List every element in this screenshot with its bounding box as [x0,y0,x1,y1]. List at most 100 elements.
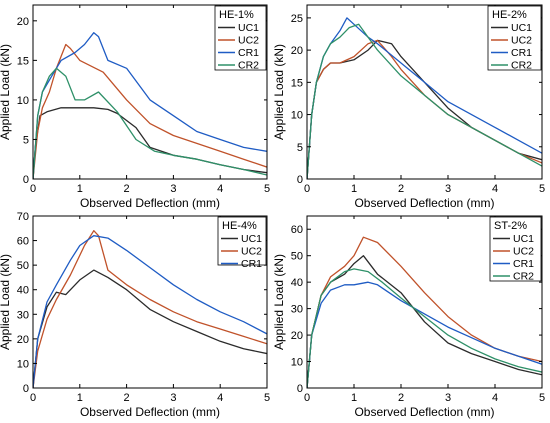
plot-frame [306,215,543,389]
y-tick-label: 10 [17,95,29,107]
legend-label-cr1: CR1 [513,258,534,270]
legend-label-cr2: CR2 [511,60,532,72]
x-axis-title: Observed Deflection (mm) [80,196,220,210]
panel-he-1: 0 1 2 3 4 5 0 5 10 15 20 Observed Deflection (mm) Ap… [0,4,270,210]
x-tick-label: 3 [445,183,451,195]
x-tick-label: 4 [217,392,223,404]
y-axis-title: Applied Load (kN) [0,44,12,140]
x-tick-label: 5 [539,183,545,195]
y-tick-label: 10 [291,357,303,369]
x-axis-title: Observed Deflection (mm) [354,196,494,210]
y-tick-label: 60 [17,236,29,248]
y-tick-label: 20 [291,45,303,57]
x-tick-label: 1 [77,183,83,195]
series-line-cr2 [307,23,542,179]
series-line-cr1 [33,32,267,179]
legend-label-cr1: CR1 [238,47,259,59]
legend-label-cr1: CR1 [511,47,532,59]
series-line-cr2 [307,268,542,388]
legend-label-uc1: UC1 [511,22,532,34]
y-axis-title: Applied Load (kN) [272,44,286,140]
x-tick-label: 5 [264,392,270,404]
panel-he-2: 0 1 2 3 4 5 0 5 10 15 20 25 Observed Deflection (mm)… [272,4,545,210]
x-tick-label: 3 [170,183,176,195]
y-tick-label: 40 [291,277,303,289]
y-tick-label: 40 [17,285,29,297]
y-tick-label: 50 [17,260,29,272]
plot-frame [306,4,543,180]
y-tick-label: 5 [23,134,29,146]
x-tick-label: 3 [170,392,176,404]
x-tick-label: 0 [30,183,36,195]
x-axis-title: Observed Deflection (mm) [354,405,494,419]
plot-frame [32,4,268,180]
legend-label-cr2: CR2 [238,60,259,72]
y-tick-label: 0 [23,174,29,186]
series-line-uc2 [33,230,267,388]
x-tick-label: 2 [124,392,130,404]
panel-title: HE-2% [492,9,527,21]
y-tick-label: 20 [17,334,29,346]
x-tick-label: 1 [351,392,357,404]
y-tick-label: 30 [17,309,29,321]
legend-box [217,216,267,266]
legend-label-uc2: UC2 [238,35,259,47]
x-tick-label: 2 [124,183,130,195]
y-tick-label: 10 [291,110,303,122]
panel-title: ST-2% [494,220,527,232]
legend-box [489,216,542,282]
legend-label-uc1: UC1 [241,233,262,245]
series-line-uc1 [33,269,267,388]
y-tick-label: 70 [17,211,29,223]
legend-label-uc2: UC2 [511,35,532,47]
series-line-cr1 [307,281,542,388]
panel-title: HE-1% [219,9,254,21]
x-tick-label: 4 [492,392,498,404]
x-tick-label: 5 [264,183,270,195]
series-line-cr2 [33,67,267,179]
y-tick-label: 5 [297,142,303,154]
legend-label-cr2: CR2 [513,271,534,283]
y-tick-label: 0 [297,383,303,395]
y-axis-title: Applied Load (kN) [272,254,286,350]
y-tick-label: 60 [291,224,303,236]
x-tick-label: 2 [398,392,404,404]
x-axis-title: Observed Deflection (mm) [80,405,220,419]
legend-label-uc2: UC2 [241,246,262,258]
plot-frame [32,215,268,389]
y-tick-label: 20 [291,330,303,342]
legend-box [214,5,267,71]
x-tick-label: 5 [539,392,545,404]
x-tick-label: 0 [30,392,36,404]
x-tick-label: 0 [304,183,310,195]
series-line-uc2 [307,236,542,388]
y-tick-label: 20 [17,16,29,28]
x-tick-label: 2 [398,183,404,195]
y-tick-label: 50 [291,251,303,263]
legend-label-cr1: CR1 [241,258,262,270]
x-tick-label: 1 [351,183,357,195]
x-tick-label: 1 [77,392,83,404]
legend-label-uc1: UC1 [513,233,534,245]
series-line-uc2 [33,43,267,179]
legend-box [487,5,542,71]
legend-label-uc1: UC1 [238,22,259,34]
x-tick-label: 3 [445,392,451,404]
x-tick-label: 4 [217,183,223,195]
y-tick-label: 10 [17,358,29,370]
y-tick-label: 15 [291,77,303,89]
x-tick-label: 0 [304,392,310,404]
y-tick-label: 25 [291,13,303,25]
y-tick-label: 30 [291,304,303,316]
x-tick-label: 4 [492,183,498,195]
y-tick-label: 15 [17,55,29,67]
y-tick-label: 0 [23,383,29,395]
panel-title: HE-4% [222,220,257,232]
legend-label-uc2: UC2 [513,246,534,258]
y-axis-title: Applied Load (kN) [0,254,12,350]
y-tick-label: 0 [297,174,303,186]
series-line-cr1 [33,235,267,388]
